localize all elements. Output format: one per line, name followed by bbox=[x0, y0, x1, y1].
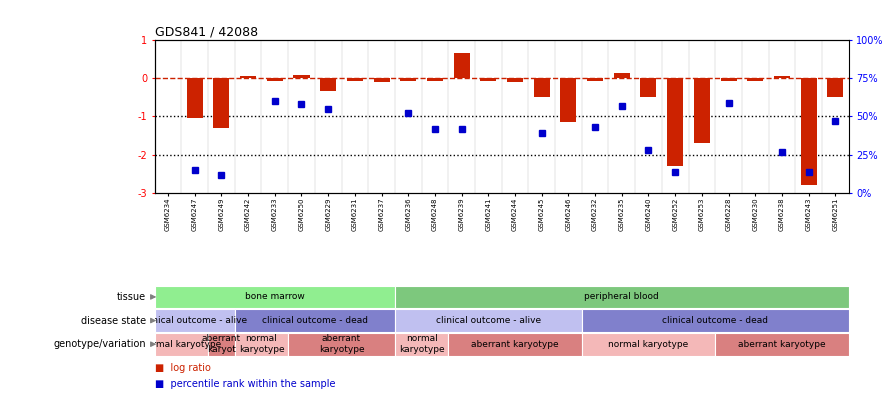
Bar bbox=[213, 78, 230, 128]
Text: aberrant karyotype: aberrant karyotype bbox=[738, 340, 826, 349]
Bar bbox=[208, 333, 235, 356]
Bar bbox=[582, 333, 715, 356]
Text: clinical outcome - alive: clinical outcome - alive bbox=[142, 316, 248, 325]
Bar bbox=[235, 309, 395, 332]
Bar bbox=[395, 333, 448, 356]
Bar bbox=[694, 78, 710, 143]
Text: GDS841 / 42088: GDS841 / 42088 bbox=[155, 25, 258, 38]
Bar bbox=[613, 73, 629, 78]
Bar bbox=[747, 78, 763, 81]
Bar bbox=[155, 333, 208, 356]
Bar bbox=[235, 333, 288, 356]
Bar bbox=[715, 333, 849, 356]
Bar bbox=[582, 309, 849, 332]
Text: ■  log ratio: ■ log ratio bbox=[155, 363, 210, 373]
Bar bbox=[774, 76, 790, 78]
Text: ■  percentile rank within the sample: ■ percentile rank within the sample bbox=[155, 379, 335, 389]
Bar bbox=[801, 78, 817, 185]
Bar bbox=[400, 78, 416, 81]
Text: aberrant
karyotype: aberrant karyotype bbox=[319, 335, 364, 354]
Bar bbox=[720, 78, 736, 81]
Bar bbox=[155, 286, 395, 308]
Text: normal
karyotype: normal karyotype bbox=[399, 335, 445, 354]
Text: genotype/variation: genotype/variation bbox=[53, 339, 146, 349]
Bar bbox=[267, 78, 283, 81]
Text: clinical outcome - alive: clinical outcome - alive bbox=[436, 316, 541, 325]
Text: aberrant
karyot: aberrant karyot bbox=[202, 335, 241, 354]
Text: disease state: disease state bbox=[80, 316, 146, 326]
Text: clinical outcome - dead: clinical outcome - dead bbox=[662, 316, 768, 325]
Bar bbox=[395, 309, 582, 332]
Text: normal karyotype: normal karyotype bbox=[141, 340, 222, 349]
Bar bbox=[827, 78, 843, 97]
Bar bbox=[560, 78, 576, 122]
Bar bbox=[641, 78, 657, 97]
Bar bbox=[587, 78, 603, 81]
Bar bbox=[288, 333, 395, 356]
Bar bbox=[448, 333, 582, 356]
Bar bbox=[427, 78, 443, 81]
Text: clinical outcome - dead: clinical outcome - dead bbox=[262, 316, 368, 325]
Text: peripheral blood: peripheral blood bbox=[584, 292, 659, 301]
Bar bbox=[667, 78, 683, 166]
Bar bbox=[293, 75, 309, 78]
Bar bbox=[374, 78, 390, 82]
Bar bbox=[155, 309, 235, 332]
Text: bone marrow: bone marrow bbox=[245, 292, 305, 301]
Bar bbox=[453, 53, 469, 78]
Text: tissue: tissue bbox=[117, 292, 146, 302]
Bar bbox=[187, 78, 202, 118]
Bar bbox=[320, 78, 336, 91]
Bar bbox=[395, 286, 849, 308]
Text: normal karyotype: normal karyotype bbox=[608, 340, 689, 349]
Bar bbox=[534, 78, 550, 97]
Bar bbox=[480, 78, 496, 81]
Bar bbox=[347, 78, 363, 81]
Bar bbox=[507, 78, 523, 82]
Bar bbox=[240, 76, 256, 78]
Text: normal
karyotype: normal karyotype bbox=[239, 335, 285, 354]
Text: aberrant karyotype: aberrant karyotype bbox=[471, 340, 559, 349]
